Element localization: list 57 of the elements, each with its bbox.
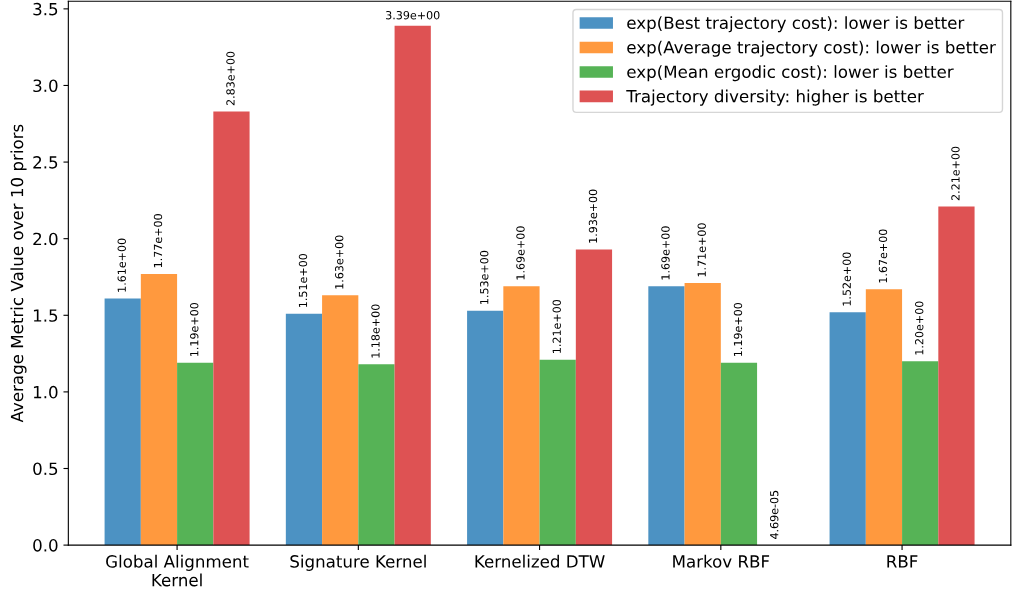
bar	[503, 286, 540, 546]
data-label: 1.19e+00	[190, 302, 199, 357]
bar	[902, 361, 939, 546]
y-tick-label: 0.5	[33, 462, 58, 476]
data-label: 1.18e+00	[371, 304, 380, 358]
bar	[684, 283, 721, 546]
data-label: 1.21e+00	[552, 299, 561, 353]
data-label: 1.61e+00	[117, 238, 126, 292]
bar	[177, 362, 214, 546]
x-tick-label: Signature Kernel	[290, 554, 426, 571]
bar	[938, 206, 975, 546]
bar	[322, 295, 359, 546]
bar	[358, 364, 395, 546]
bar	[394, 25, 431, 546]
data-label: 1.53e+00	[480, 250, 489, 304]
data-label: 1.63e+00	[335, 235, 344, 289]
legend-label: exp(Best trajectory cost): lower is better	[627, 16, 965, 33]
data-label: 1.93e+00	[588, 189, 598, 243]
y-tick-label: 1.0	[33, 385, 58, 399]
y-tick-label: 0.0	[33, 539, 58, 552]
legend-label: Trajectory diversity: higher is better	[626, 89, 924, 106]
bar	[140, 273, 178, 546]
data-label: 1.51e+00	[298, 253, 308, 307]
data-label: 1.52e+00	[842, 252, 851, 306]
bar	[648, 286, 685, 546]
x-tick-label: Markov RBF	[673, 554, 770, 568]
bar	[213, 111, 250, 546]
bar	[575, 249, 613, 546]
data-label: 1.77e+00	[153, 214, 163, 268]
bar	[104, 298, 141, 546]
data-label: 4.69e-05	[770, 490, 779, 539]
bar	[829, 312, 866, 546]
data-label: 1.69e+00	[661, 226, 670, 280]
y-tick-label: 2.5	[33, 156, 58, 169]
y-tick-label: 3.0	[33, 79, 58, 93]
bar	[285, 313, 323, 546]
data-label: 2.21e+00	[951, 146, 960, 201]
bar	[467, 310, 504, 546]
x-tick-label: RBF	[887, 555, 918, 568]
y-axis-title: Average Metric Value over 10 priors	[10, 124, 27, 423]
y-tick-label: 2.0	[33, 232, 58, 246]
data-label: 1.67e+00	[878, 229, 888, 283]
y-tick-label: 1.5	[33, 309, 58, 322]
data-label: 1.69e+00	[516, 226, 525, 280]
data-label: 1.19e+00	[733, 302, 743, 357]
data-label: 1.20e+00	[915, 301, 924, 355]
data-label: 2.83e+00	[226, 51, 235, 106]
bar	[720, 362, 758, 546]
legend-label: exp(Mean ergodic cost): lower is better	[627, 65, 954, 82]
bar	[539, 359, 576, 546]
data-label: 3.39e+00	[386, 10, 440, 20]
data-label: 1.71e+00	[697, 223, 706, 277]
y-tick-label: 3.5	[33, 2, 58, 16]
bar	[865, 289, 903, 546]
legend-label: exp(Average trajectory cost): lower is better	[627, 40, 996, 57]
x-tick-label: Kernelized DTW	[475, 554, 605, 568]
x-tick-label: Global Alignment Kernel	[106, 554, 249, 587]
